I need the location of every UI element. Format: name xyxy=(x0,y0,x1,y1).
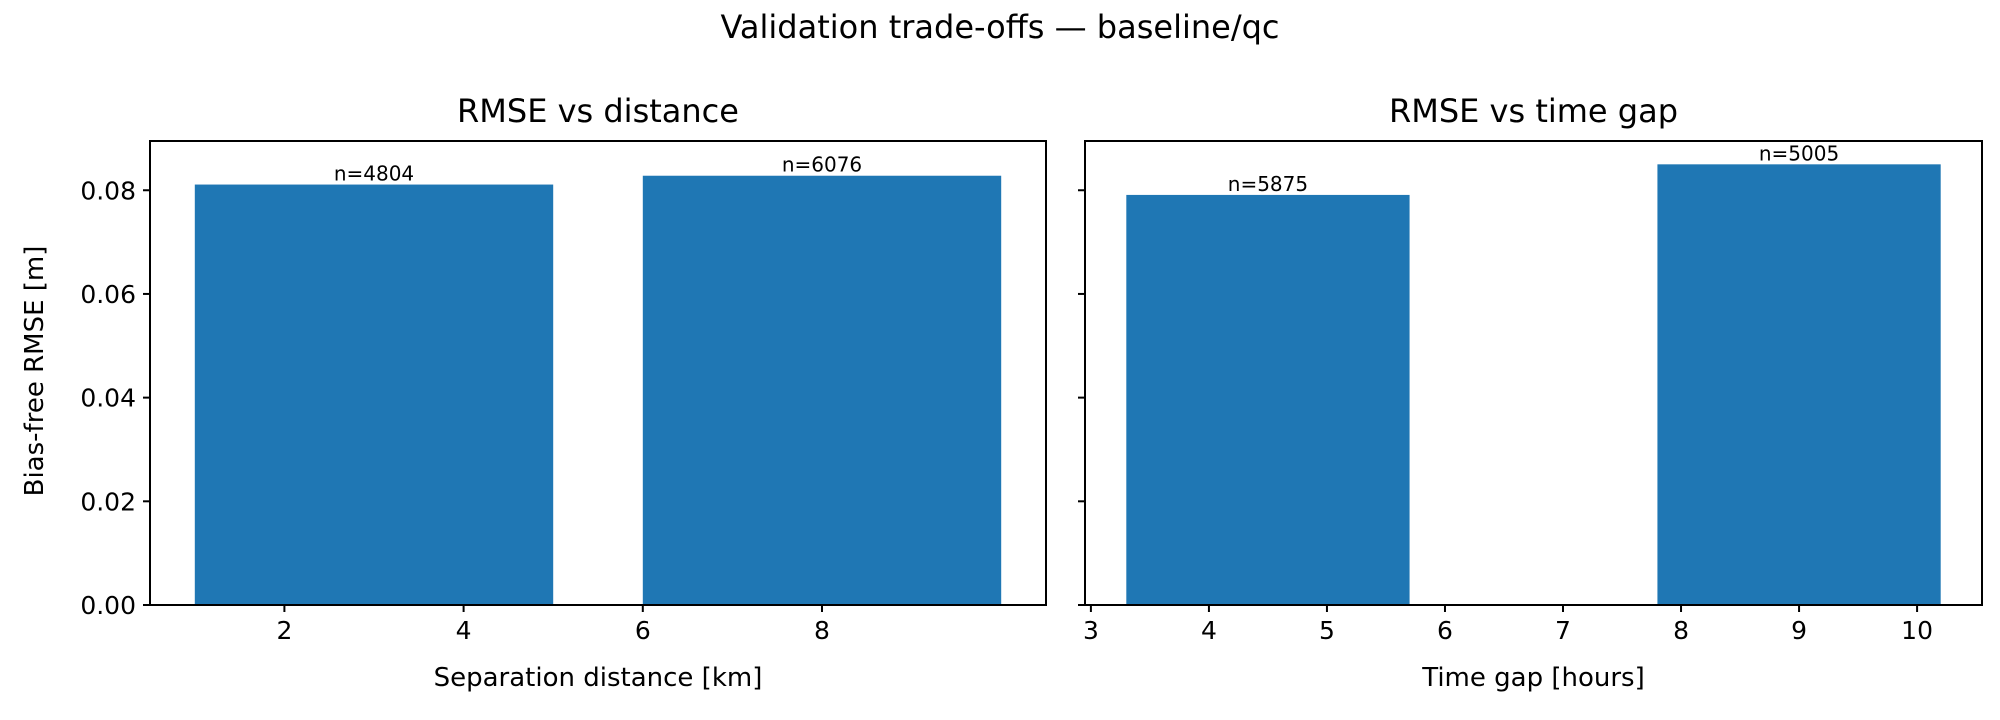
bar-2 xyxy=(642,175,1002,605)
x-tick-label: 6 xyxy=(635,616,651,645)
bar-count-label: n=4804 xyxy=(334,162,414,186)
x-tick-label: 7 xyxy=(1555,616,1571,645)
y-tick-label: 0.08 xyxy=(80,176,136,205)
bar-2 xyxy=(1657,164,1941,606)
axes-frame xyxy=(149,140,1047,606)
x-tick-label: 8 xyxy=(814,616,830,645)
bar-1 xyxy=(1126,194,1410,606)
x-tick-label: 3 xyxy=(1083,616,1099,645)
x-tick-label: 6 xyxy=(1437,616,1453,645)
x-axis-label: Time gap [hours] xyxy=(1421,663,1645,693)
x-tick-label: 2 xyxy=(276,616,292,645)
panel-title: RMSE vs distance xyxy=(457,92,739,130)
y-tick-label: 0.02 xyxy=(80,487,136,516)
axes-frame xyxy=(1084,140,1983,606)
panel-rmse-vs-time-gap: n=5875 n=5005 RMSE vs time gap 3 4 5 6 7 8 9 10 Tim… xyxy=(1078,92,1983,693)
panel-rmse-vs-distance: n=4804 n=6076 RMSE vs distance 2 4 6 8 0.00 0.02… xyxy=(80,92,1047,693)
y-axis-label: Bias-free RMSE [m] xyxy=(20,246,50,497)
panel-title: RMSE vs time gap xyxy=(1389,92,1678,130)
figure-title: Validation trade-offs — baseline/qc xyxy=(721,8,1280,46)
x-tick-label: 4 xyxy=(1201,616,1217,645)
bar-1 xyxy=(194,184,554,606)
bar-count-label: n=5005 xyxy=(1759,141,1839,165)
bar-count-label: n=5875 xyxy=(1228,172,1308,196)
x-tick-label: 4 xyxy=(456,616,472,645)
y-tick-label: 0.04 xyxy=(80,384,136,413)
x-tick-label: 9 xyxy=(1791,616,1807,645)
bar-count-label: n=6076 xyxy=(782,153,862,177)
x-axis-label: Separation distance [km] xyxy=(434,663,763,693)
x-tick-label: 8 xyxy=(1673,616,1689,645)
y-tick-label: 0.06 xyxy=(80,280,136,309)
x-tick-label: 10 xyxy=(1901,616,1933,645)
x-tick-label: 5 xyxy=(1319,616,1335,645)
y-tick-label: 0.00 xyxy=(80,591,136,620)
